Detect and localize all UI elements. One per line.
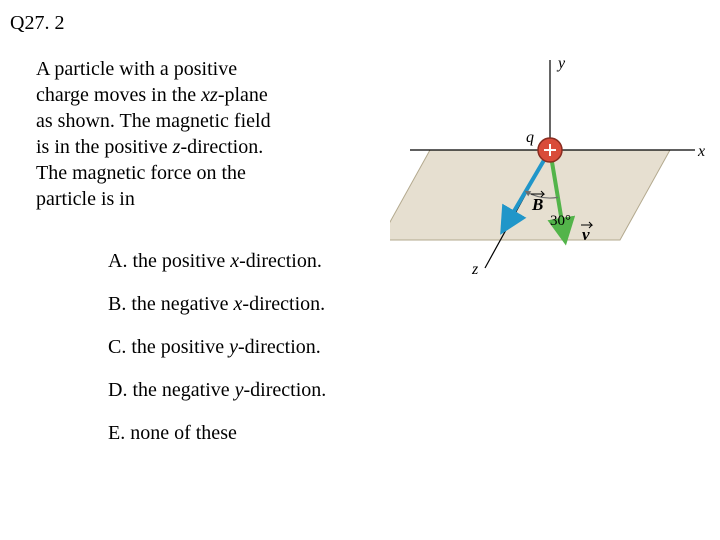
answer-options: A. the positive x-direction. B. the nega…	[108, 250, 326, 465]
physics-diagram: y x z q 30° Bv	[390, 50, 710, 290]
stem-line3: as shown. The magnetic field	[36, 110, 271, 132]
svg-text:z: z	[471, 261, 479, 278]
option-c: C. the positive y-direction.	[108, 336, 326, 359]
option-a-post: -direction.	[239, 250, 322, 272]
option-b: B. the negative x-direction.	[108, 293, 326, 316]
option-d: D. the negative y-direction.	[108, 379, 326, 402]
svg-text:x: x	[697, 143, 705, 160]
stem-line2-post: -plane	[218, 84, 268, 106]
option-a-var: x	[230, 250, 239, 272]
option-c-var: y	[229, 336, 238, 358]
svg-text:30°: 30°	[550, 213, 571, 229]
option-b-post: -direction.	[242, 293, 325, 315]
option-a: A. the positive x-direction.	[108, 250, 326, 273]
option-c-post: -direction.	[238, 336, 321, 358]
question-stem: A particle with a positive charge moves …	[36, 56, 336, 212]
svg-text:B: B	[531, 195, 543, 214]
svg-text:v: v	[582, 225, 590, 244]
option-d-pre: D. the negative	[108, 379, 235, 401]
stem-line4-post: -direction.	[180, 136, 263, 158]
question-number: Q27. 2	[10, 12, 64, 35]
option-a-pre: A. the positive	[108, 250, 230, 272]
option-c-pre: C. the positive	[108, 336, 229, 358]
stem-line5: The magnetic force on the	[36, 162, 246, 184]
option-d-post: -direction.	[244, 379, 327, 401]
stem-line6: particle is in	[36, 188, 135, 210]
option-e: E. none of these	[108, 422, 326, 445]
option-b-pre: B. the negative	[108, 293, 234, 315]
stem-line2-pre: charge moves in the	[36, 84, 201, 106]
option-d-var: y	[235, 379, 244, 401]
svg-text:q: q	[526, 129, 534, 146]
svg-text:y: y	[556, 55, 566, 72]
stem-line1: A particle with a positive	[36, 58, 237, 80]
stem-line4-pre: is in the positive	[36, 136, 173, 158]
stem-line2-xz: xz	[201, 84, 218, 106]
